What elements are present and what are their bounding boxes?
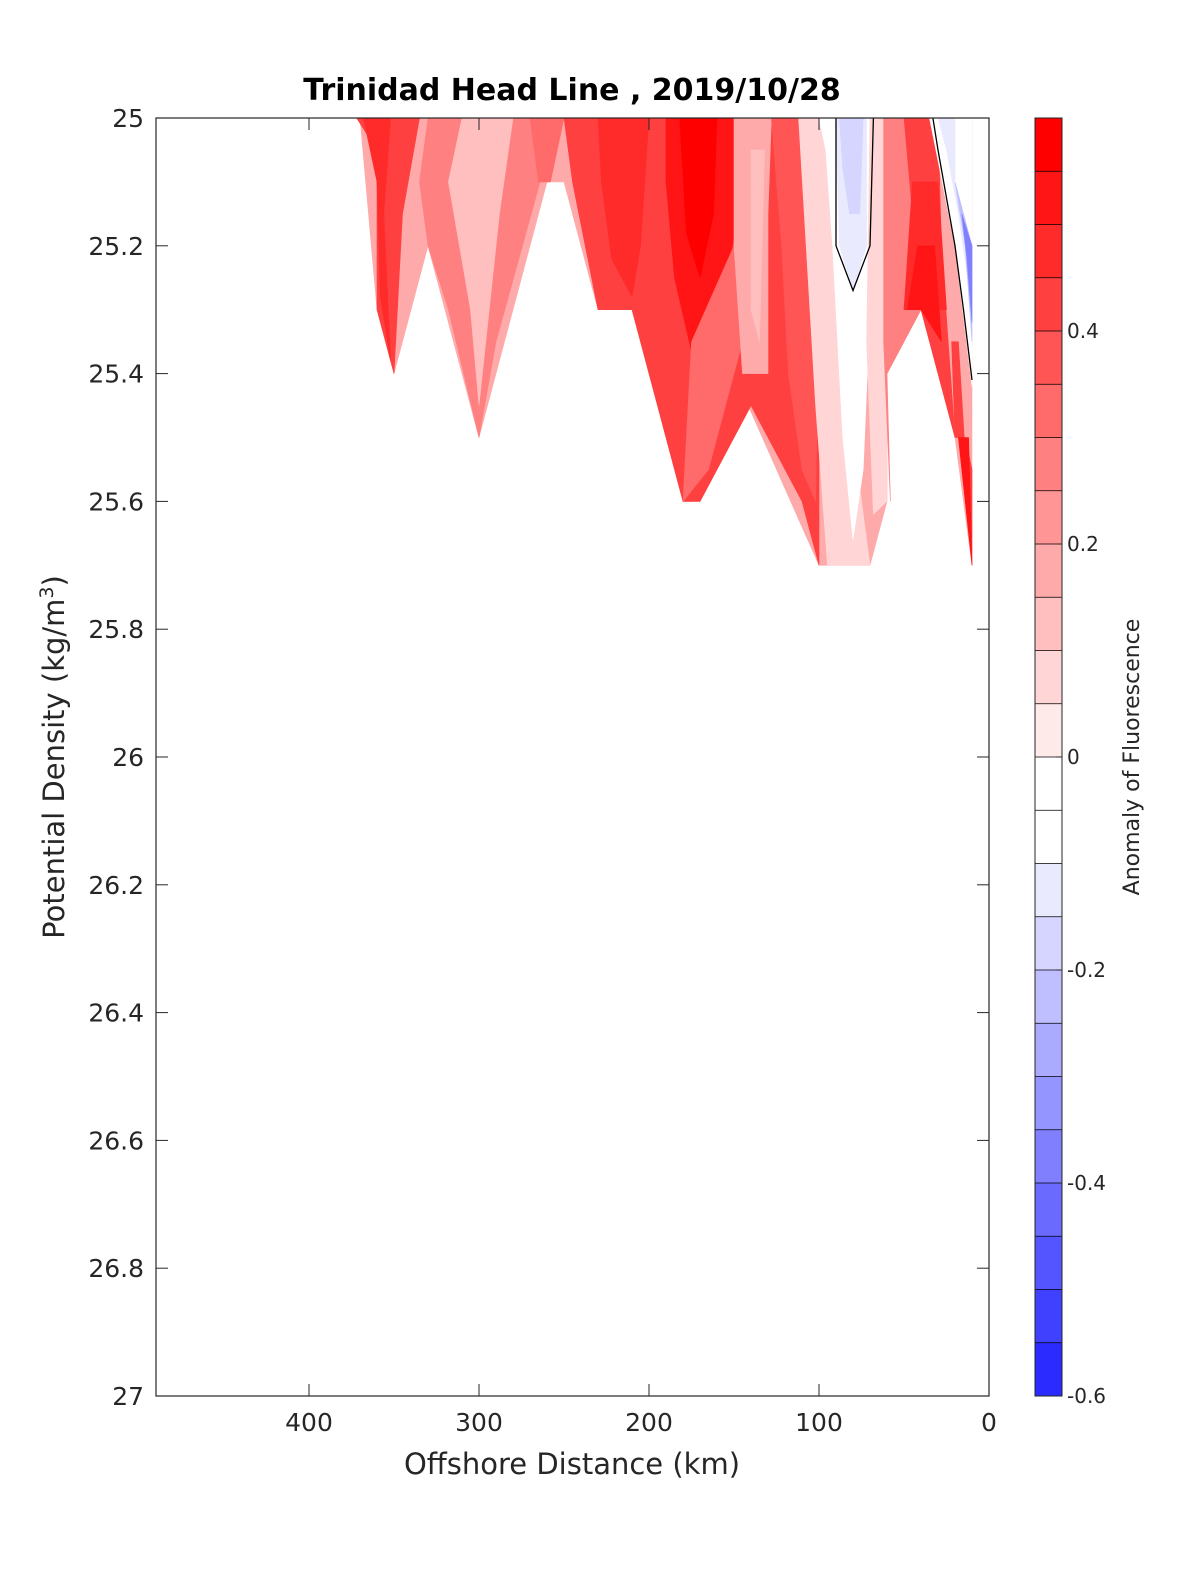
colorbar-segment bbox=[1035, 650, 1062, 705]
colorbar-segment bbox=[1035, 916, 1062, 971]
colorbar-tick-label: -0.2 bbox=[1067, 958, 1106, 982]
zero-contour-lines bbox=[835, 117, 973, 381]
colorbar-segment bbox=[1035, 703, 1062, 758]
contour-region-23 bbox=[951, 341, 973, 566]
contour-region-28 bbox=[961, 213, 973, 323]
colorbar-tick-label: -0.4 bbox=[1067, 1171, 1106, 1195]
x-axis-label: Offshore Distance (km) bbox=[404, 1447, 740, 1481]
colorbar-segment bbox=[1035, 331, 1062, 385]
zero-contour-line-1 bbox=[932, 117, 973, 381]
y-axis-label-superscript: 3 bbox=[36, 586, 58, 598]
colorbar-segment bbox=[1035, 544, 1062, 598]
x-tick-label: 0 bbox=[981, 1408, 997, 1437]
colorbar-segment bbox=[1035, 490, 1062, 545]
y-tick-label: 25.4 bbox=[88, 360, 144, 389]
y-tick-label: 26.6 bbox=[88, 1126, 144, 1155]
x-tick-label: 100 bbox=[795, 1408, 843, 1437]
colorbar-segment bbox=[1035, 171, 1062, 225]
x-tick-label: 300 bbox=[455, 1408, 503, 1437]
colorbar-tick-label: 0.4 bbox=[1067, 319, 1099, 343]
colorbar-tick-label: -0.6 bbox=[1067, 1384, 1106, 1408]
y-tick-label: 26.8 bbox=[88, 1254, 144, 1283]
zero-contour-line-0 bbox=[835, 117, 875, 293]
contour-layer bbox=[356, 117, 973, 566]
colorbar-segment bbox=[1035, 863, 1062, 918]
contour-region-12 bbox=[750, 149, 765, 342]
colorbar-segment bbox=[1035, 970, 1062, 1024]
y-tick-label: 27 bbox=[112, 1382, 144, 1411]
y-axis-label-suffix: ) bbox=[37, 575, 71, 586]
y-axis-label: Potential Density (kg/m3) bbox=[36, 575, 71, 939]
colorbar-segment bbox=[1035, 437, 1062, 492]
colorbar-segment bbox=[1035, 1236, 1062, 1290]
colorbar-segment bbox=[1035, 597, 1062, 651]
colorbar-segment bbox=[1035, 277, 1062, 332]
colorbar-segment bbox=[1035, 384, 1062, 438]
x-axis-ticks: 400 300 200 100 0 bbox=[285, 118, 997, 1437]
y-axis-label-main: Potential Density (kg/m bbox=[37, 599, 71, 939]
colorbar-segment bbox=[1035, 118, 1062, 172]
y-tick-label: 25 bbox=[112, 104, 144, 133]
colorbar-segment bbox=[1035, 1289, 1062, 1344]
colorbar-label: Anomaly of Fluorescence bbox=[1120, 619, 1145, 896]
colorbar-ticks: 0.4 0.2 0 -0.2 -0.4 -0.6 bbox=[1056, 319, 1106, 1408]
colorbar bbox=[1035, 118, 1062, 1397]
x-tick-label: 400 bbox=[285, 1408, 333, 1437]
y-tick-label: 26.2 bbox=[88, 871, 144, 900]
colorbar-segment bbox=[1035, 1023, 1062, 1077]
colorbar-tick-label: 0.2 bbox=[1067, 532, 1099, 556]
colorbar-segment bbox=[1035, 224, 1062, 279]
colorbar-segment bbox=[1035, 757, 1062, 811]
colorbar-segment bbox=[1035, 1129, 1062, 1184]
y-tick-label: 26.4 bbox=[88, 999, 144, 1028]
y-tick-label: 25.6 bbox=[88, 487, 144, 516]
colorbar-segment bbox=[1035, 1183, 1062, 1237]
colorbar-segment bbox=[1035, 810, 1062, 864]
y-tick-label: 25.8 bbox=[88, 615, 144, 644]
colorbar-segment bbox=[1035, 1076, 1062, 1131]
colorbar-segment bbox=[1035, 1342, 1062, 1397]
x-tick-label: 200 bbox=[625, 1408, 673, 1437]
contour-region-22 bbox=[907, 245, 942, 342]
y-tick-label: 25.2 bbox=[88, 232, 144, 261]
y-tick-label: 26 bbox=[112, 743, 144, 772]
colorbar-tick-label: 0 bbox=[1067, 745, 1080, 769]
chart-title: Trinidad Head Line , 2019/10/28 bbox=[303, 73, 840, 108]
contour-region-24 bbox=[958, 437, 973, 566]
y-axis-ticks: 25 25.2 25.4 25.6 25.8 26 26.2 26.4 26.6 26.8 27 bbox=[88, 104, 989, 1411]
